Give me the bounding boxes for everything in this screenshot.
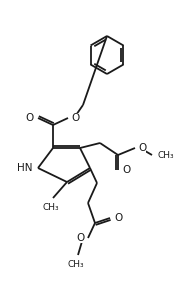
Text: O: O <box>26 113 34 123</box>
Text: CH₃: CH₃ <box>68 260 84 269</box>
Text: O: O <box>77 233 85 243</box>
Text: O: O <box>114 213 122 223</box>
Text: CH₃: CH₃ <box>157 151 174 160</box>
Text: CH₃: CH₃ <box>43 203 59 212</box>
Text: O: O <box>122 165 130 175</box>
Text: HN: HN <box>17 163 33 173</box>
Text: O: O <box>71 113 79 123</box>
Text: O: O <box>138 143 146 153</box>
